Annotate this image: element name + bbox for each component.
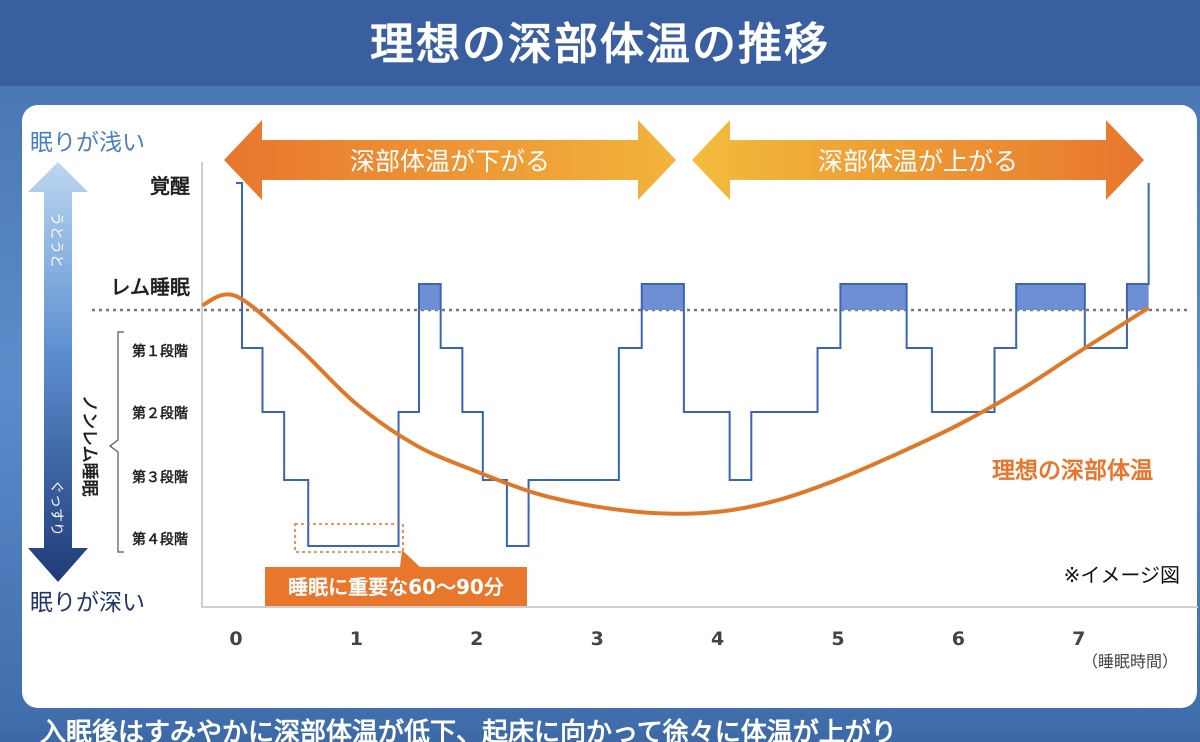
nonrem-bracket — [109, 331, 124, 553]
title-bar: 理想の深部体温の推移 — [0, 0, 1200, 86]
x-tick-label: 0 — [229, 628, 242, 650]
rem-period-fill — [641, 284, 684, 310]
x-tick-label: 6 — [952, 628, 965, 650]
rem-period-fill — [419, 284, 441, 310]
phase-down-label: 深部体温が下がる — [350, 147, 550, 176]
hypnogram-line — [236, 182, 1150, 547]
x-axis-label: （睡眠時間） — [1082, 652, 1178, 671]
nonrem-label: ノンレム睡眠 — [79, 395, 100, 497]
y-level-label: 第３段階 — [132, 469, 188, 486]
rem-period-fill — [1126, 284, 1149, 310]
y-level-label: 第２段階 — [132, 405, 188, 422]
important-period-box — [294, 523, 404, 553]
rem-period-fill — [1016, 284, 1085, 310]
x-tick-label: 2 — [470, 628, 483, 650]
important-label: 睡眠に重要な60〜90分 — [288, 575, 504, 599]
bottom-caption: 入眠後はすみやかに深部体温が低下、起床に向かって徐々に体温が上がり — [40, 718, 897, 742]
y-level-label: レム睡眠 — [110, 275, 190, 299]
temperature-series-label: 理想の深部体温 — [992, 457, 1153, 484]
important-callout — [265, 550, 527, 606]
arrow-top-text: うとうと — [48, 212, 64, 268]
depth-arrow — [28, 162, 88, 582]
page-title: 理想の深部体温の推移 — [370, 19, 830, 70]
image-note: ※イメージ図 — [1064, 563, 1180, 587]
x-tick-label: 7 — [1072, 628, 1085, 650]
x-tick-label: 4 — [711, 628, 724, 650]
x-tick-label: 1 — [350, 628, 363, 650]
phase-up-label: 深部体温が上がる — [818, 147, 1018, 176]
x-tick-label: 5 — [831, 628, 844, 650]
axis-top-label: 眠りが浅い — [30, 130, 145, 156]
rem-period-fill — [840, 284, 907, 310]
temperature-curve — [201, 292, 1150, 516]
y-level-label: 第４段階 — [132, 531, 188, 548]
arrow-bottom-text: ぐっすり — [48, 480, 64, 536]
axis-bottom-label: 眠りが深い — [30, 590, 145, 616]
phase-arrow-up — [692, 120, 1144, 200]
y-level-label: 第１段階 — [132, 343, 188, 360]
x-tick-label: 3 — [591, 628, 604, 650]
y-level-label: 覚醒 — [150, 174, 190, 198]
phase-arrow-down — [224, 120, 676, 200]
